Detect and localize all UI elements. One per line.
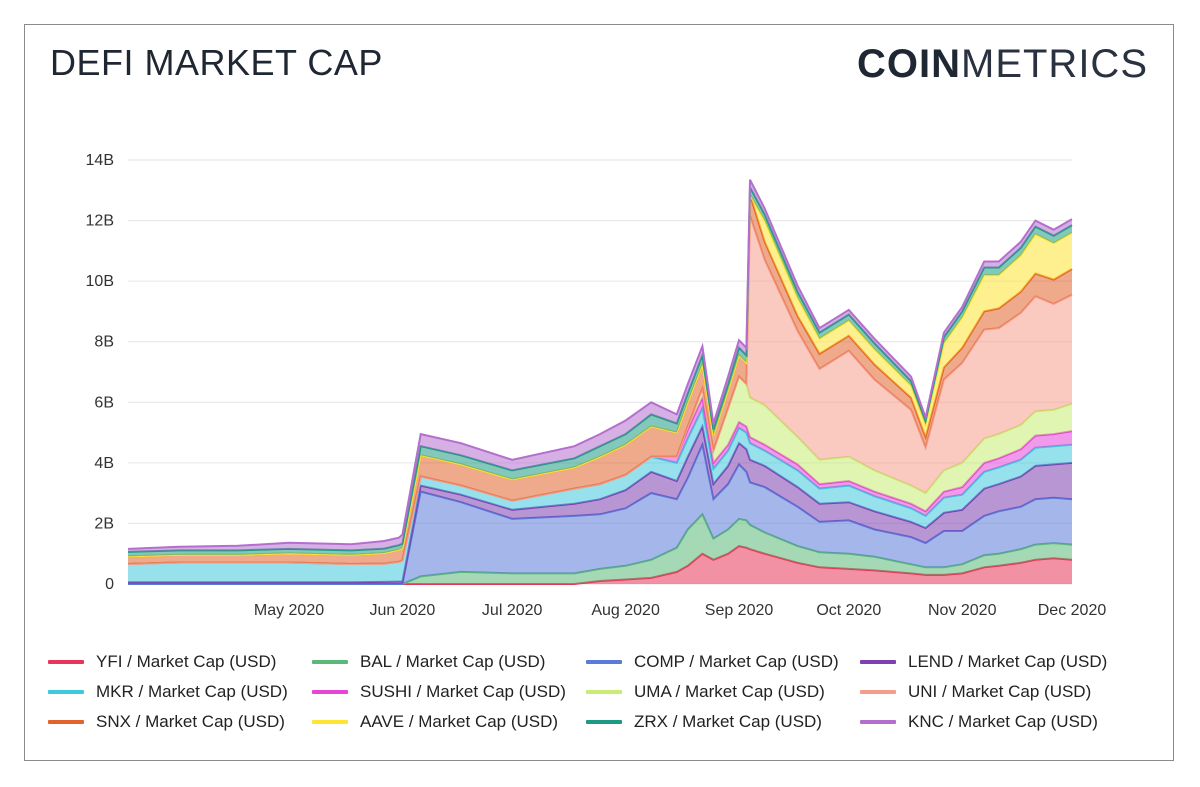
legend-item[interactable]: UMA / Market Cap (USD) [586,682,825,702]
legend-item[interactable]: SUSHI / Market Cap (USD) [312,682,566,702]
legend-item[interactable]: MKR / Market Cap (USD) [48,682,288,702]
y-tick-label: 0 [105,576,114,593]
legend-item[interactable]: LEND / Market Cap (USD) [860,652,1107,672]
legend-item[interactable]: KNC / Market Cap (USD) [860,712,1098,732]
x-tick-label: Jun 2020 [369,602,435,619]
y-tick-label: 12B [86,213,114,230]
area-series-4 [128,408,1072,583]
y-tick-label: 2B [94,515,114,532]
stacked-areas [127,179,1073,585]
logo-light-text: METRICS [961,42,1148,86]
legend-item[interactable]: SNX / Market Cap (USD) [48,712,285,732]
legend-label: KNC / Market Cap (USD) [908,712,1098,731]
logo-bold-text: COIN [857,42,961,86]
legend-label: AAVE / Market Cap (USD) [360,712,559,731]
legend-label: YFI / Market Cap (USD) [96,652,277,671]
legend-label: LEND / Market Cap (USD) [908,652,1108,671]
area-series-7 [128,216,1072,564]
legend-swatch [312,720,348,724]
y-tick-label: 8B [94,334,114,351]
legend-swatch [586,690,622,694]
y-tick-label: 6B [94,394,114,411]
coinmetrics-logo: COINMETRICS [857,42,1148,87]
legend-swatch [48,720,84,724]
legend-swatch [860,660,896,664]
legend-label: UNI / Market Cap (USD) [908,682,1092,701]
area-series-1 [128,514,1072,584]
legend-label: UMA / Market Cap (USD) [634,682,825,701]
legend-swatch [48,690,84,694]
legend-swatch [48,660,84,664]
legend-swatch [312,690,348,694]
x-tick-label: Nov 2020 [928,602,997,619]
area-series-0 [128,546,1072,584]
legend-swatch [860,720,896,724]
x-tick-label: Sep 2020 [705,602,774,619]
x-tick-label: May 2020 [254,602,324,619]
x-tick-label: Aug 2020 [591,602,660,619]
legend-swatch [586,720,622,724]
legend-label: COMP / Market Cap (USD) [634,652,839,671]
x-tick-label: Oct 2020 [816,602,881,619]
legend-swatch [586,660,622,664]
legend-item[interactable]: COMP / Market Cap (USD) [586,652,839,672]
area-series-8 [128,194,1072,565]
y-axis-ticks: 0 2B 4B 6B 8B 10B 12B 14B [86,152,115,593]
legend-item[interactable]: YFI / Market Cap (USD) [48,652,276,672]
chart-title: DEFI MARKET CAP [50,42,383,83]
series-line-11 [127,179,1073,550]
legend-label: SNX / Market Cap (USD) [96,712,285,731]
y-tick-label: 4B [94,455,114,472]
legend-label: BAL / Market Cap (USD) [360,652,546,671]
legend-label: ZRX / Market Cap (USD) [634,712,822,731]
legend-label: SUSHI / Market Cap (USD) [360,682,566,701]
legend-label: MKR / Market Cap (USD) [96,682,288,701]
legend-item[interactable]: AAVE / Market Cap (USD) [312,712,558,732]
y-tick-label: 10B [86,273,114,290]
legend-swatch [860,690,896,694]
legend-swatch [312,660,348,664]
legend-item[interactable]: BAL / Market Cap (USD) [312,652,545,672]
x-tick-label: Dec 2020 [1038,602,1107,619]
legend-item[interactable]: ZRX / Market Cap (USD) [586,712,822,732]
legend-item[interactable]: UNI / Market Cap (USD) [860,682,1091,702]
x-tick-label: Jul 2020 [482,602,543,619]
area-series-3 [128,426,1072,584]
y-tick-label: 14B [86,152,114,169]
x-axis-ticks: May 2020 Jun 2020 Jul 2020 Aug 2020 Sep 2020… [254,602,1106,619]
